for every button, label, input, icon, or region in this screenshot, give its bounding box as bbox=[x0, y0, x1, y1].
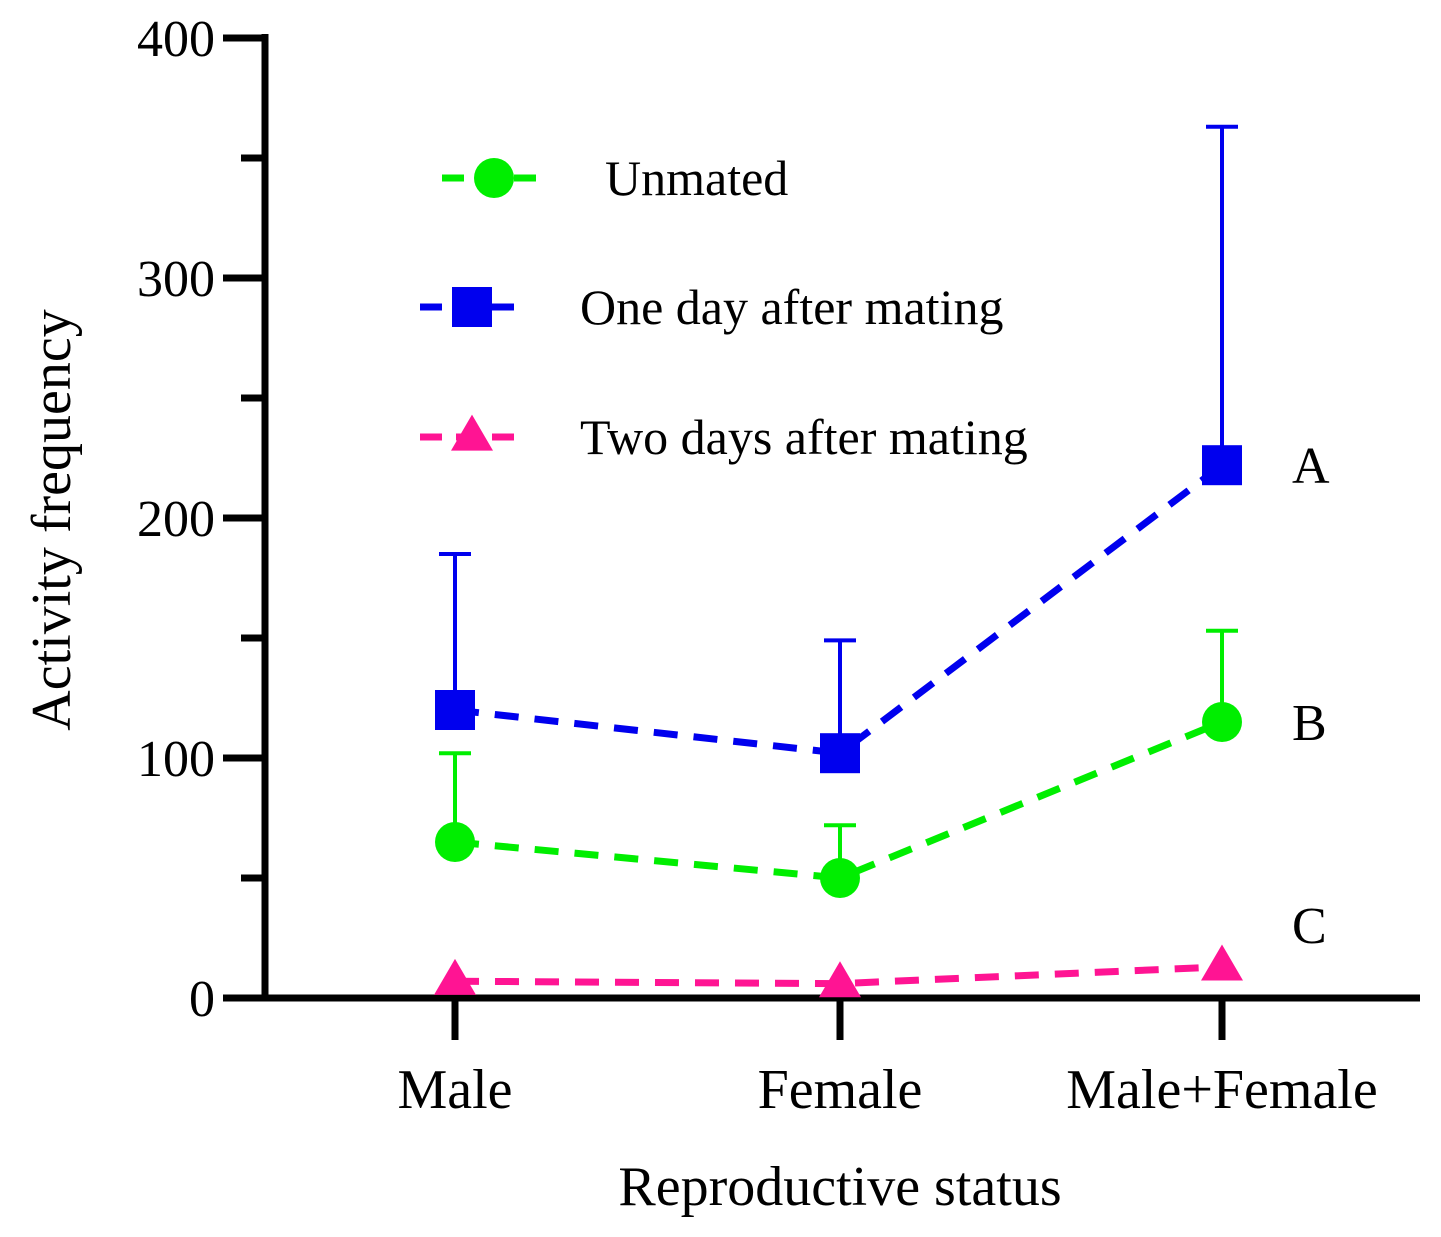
data-point bbox=[435, 822, 475, 862]
y-axis-title: Activity frequency bbox=[21, 309, 83, 730]
series-layer: B A C bbox=[434, 124, 1330, 998]
y-tick-label: 400 bbox=[137, 11, 215, 68]
data-point bbox=[1202, 702, 1242, 742]
data-point bbox=[1201, 944, 1243, 981]
x-tick-label: Female bbox=[758, 1059, 923, 1121]
x-tick-label: Male bbox=[397, 1059, 512, 1121]
x-tick-label: Male+Female bbox=[1066, 1059, 1377, 1121]
y-tick-label: 100 bbox=[137, 731, 215, 788]
series-square: A bbox=[435, 124, 1330, 774]
legend-marker bbox=[474, 158, 514, 198]
group-letter: A bbox=[1292, 438, 1330, 495]
data-point bbox=[435, 690, 475, 730]
legend-item: One day after mating bbox=[420, 279, 1003, 335]
data-point bbox=[1202, 445, 1242, 486]
legend-label: Two days after mating bbox=[580, 409, 1028, 465]
series-circle: B bbox=[435, 628, 1327, 898]
legend-item: Two days after mating bbox=[420, 409, 1028, 465]
legend: Unmated One day after mating Two days afte… bbox=[420, 150, 1028, 465]
legend-label: One day after mating bbox=[580, 279, 1003, 335]
series-line bbox=[454, 718, 1224, 882]
legend-label: Unmated bbox=[605, 150, 788, 206]
series-line bbox=[454, 462, 1225, 757]
legend-item: Unmated bbox=[442, 150, 788, 206]
series-triangle: C bbox=[434, 898, 1327, 998]
legend-marker bbox=[452, 287, 492, 327]
data-point bbox=[820, 858, 860, 898]
group-letter: C bbox=[1292, 898, 1327, 955]
series-line bbox=[454, 963, 1223, 988]
axes: 0 100 200 300 400 Male Female Male+Female bbox=[137, 11, 1420, 1121]
y-tick-label: 300 bbox=[137, 251, 215, 308]
x-axis-title: Reproductive status bbox=[618, 1156, 1061, 1218]
data-point bbox=[819, 961, 861, 998]
y-tick-label: 200 bbox=[137, 491, 215, 548]
y-tick-label: 0 bbox=[189, 971, 215, 1028]
group-letter: B bbox=[1292, 695, 1327, 752]
data-point bbox=[820, 733, 860, 774]
legend-marker bbox=[451, 414, 493, 451]
data-point bbox=[434, 958, 476, 995]
